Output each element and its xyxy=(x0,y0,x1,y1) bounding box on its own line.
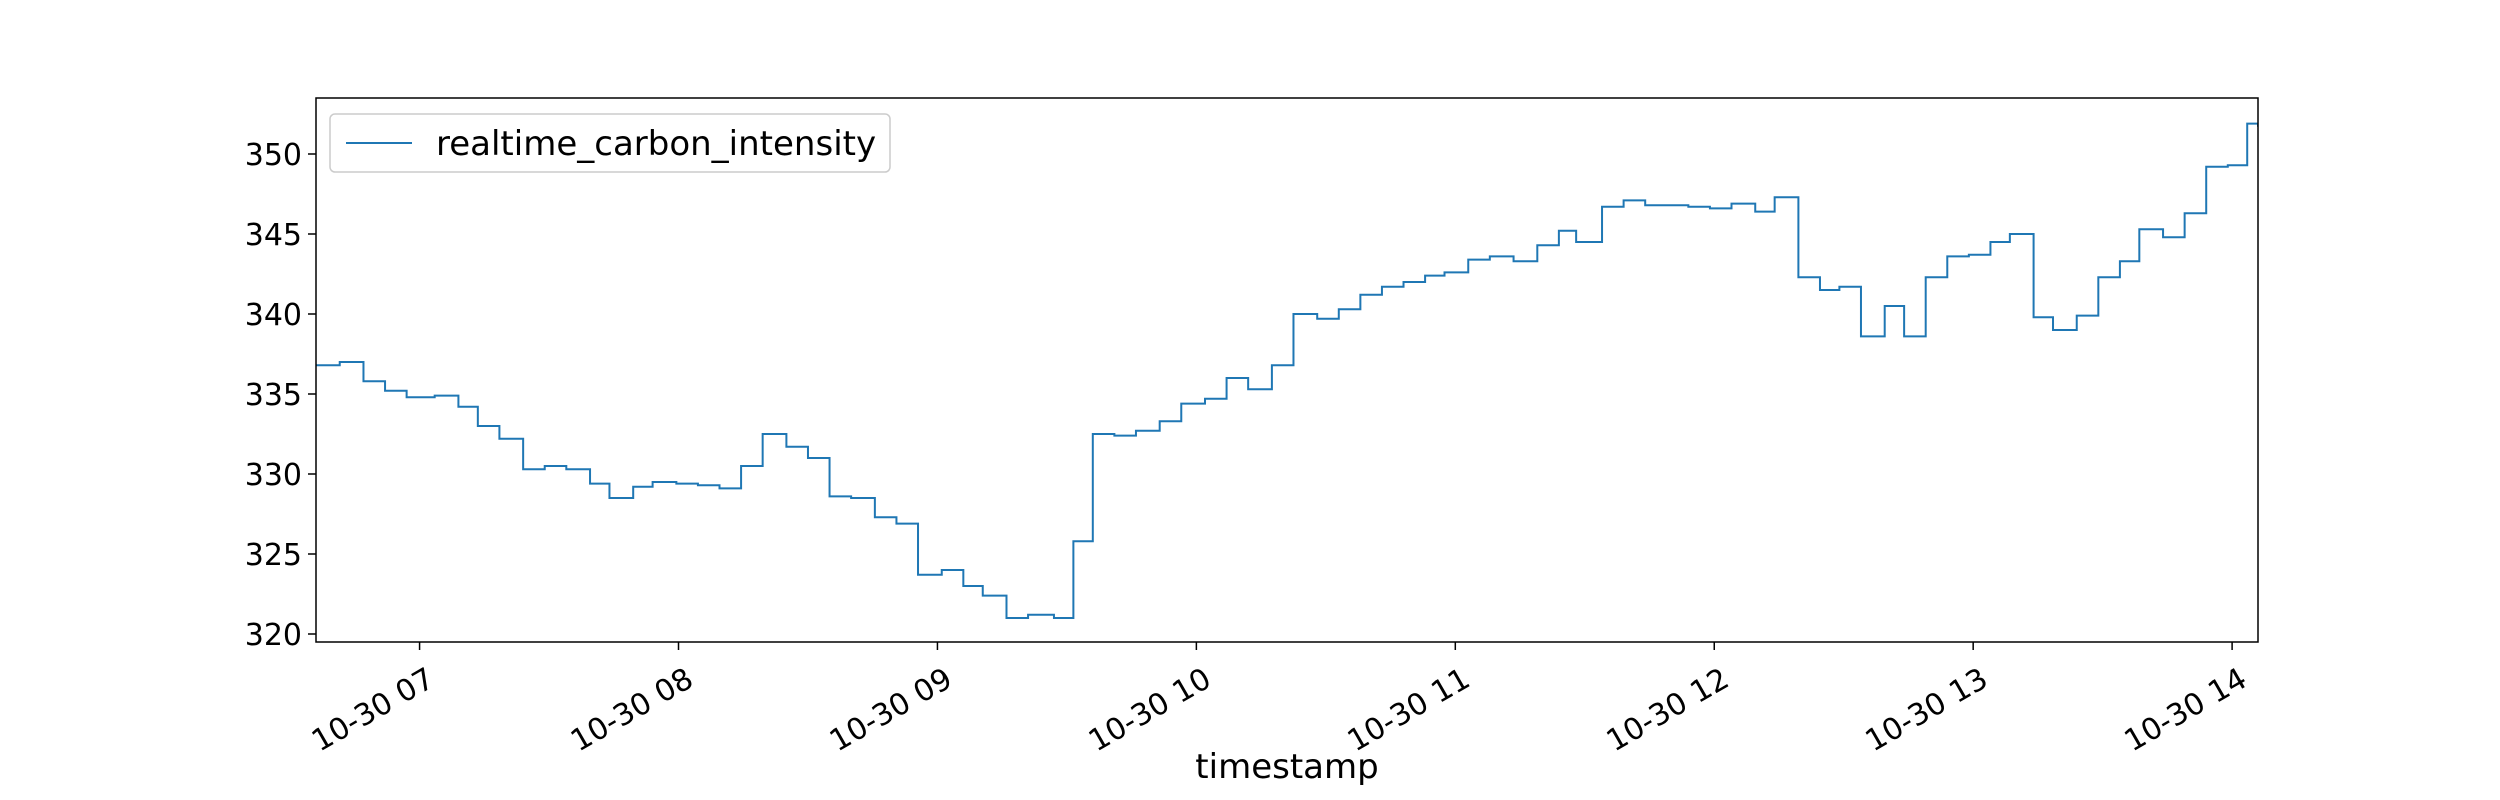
x-axis-label: timestamp xyxy=(1195,747,1378,787)
y-tick-label: 335 xyxy=(245,378,302,413)
x-tick-label: 10-30 11 xyxy=(1342,661,1476,759)
x-tick-label: 10-30 07 xyxy=(306,661,440,759)
legend-entry-realtime-carbon-intensity: realtime_carbon_intensity xyxy=(436,124,876,164)
plot-area xyxy=(316,122,2258,619)
x-tick-label: 10-30 13 xyxy=(1860,661,1994,759)
y-tick-label: 325 xyxy=(245,538,302,573)
y-tick-label: 350 xyxy=(245,138,302,173)
y-tick-label: 340 xyxy=(245,298,302,333)
legend: realtime_carbon_intensity xyxy=(329,113,891,173)
x-tick-label: 10-30 14 xyxy=(2119,661,2253,759)
x-tick-label: 10-30 10 xyxy=(1083,661,1217,759)
x-axis: 10-30 07 10-30 08 10-30 09 10-30 10 10-30 11… xyxy=(306,642,2253,759)
y-axis: 320 325 330 335 340 345 350 xyxy=(245,138,316,653)
x-tick-label: 10-30 09 xyxy=(824,661,958,759)
y-tick-label: 345 xyxy=(245,218,302,253)
axes-frame xyxy=(315,97,2259,643)
y-tick-label: 330 xyxy=(245,458,302,493)
legend-box xyxy=(329,113,891,173)
x-tick-label: 10-30 08 xyxy=(565,661,699,759)
series-line-realtime-carbon-intensity xyxy=(316,122,2258,619)
y-tick-label: 320 xyxy=(245,618,302,653)
x-tick-label: 10-30 12 xyxy=(1601,661,1735,759)
